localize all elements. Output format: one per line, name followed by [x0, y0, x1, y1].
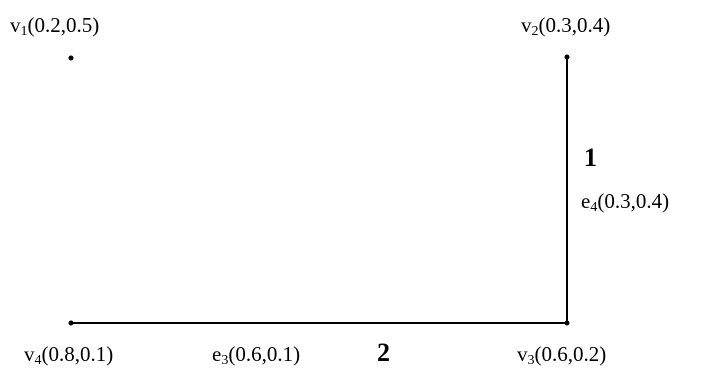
vertex-v3-values: (0.6,0.2): [534, 342, 607, 366]
vertex-v1-name: v: [10, 13, 21, 37]
vertex-v2-dot: [564, 54, 570, 60]
vertex-v2-name: v: [521, 13, 532, 37]
edge-e4-values: (0.3,0.4): [597, 189, 670, 213]
vertex-v2-index: 2: [531, 24, 539, 39]
vertex-v3-dot: [564, 320, 570, 326]
edge-e3-index: 3: [221, 353, 229, 368]
vertex-v1-label: v1(0.2,0.5): [10, 13, 100, 39]
vertex-v4-name: v: [24, 342, 35, 366]
edge-e3-values: (0.6,0.1): [228, 342, 301, 366]
vertex-v1-dot: [68, 55, 74, 61]
edge-e3-weight: 2: [377, 338, 390, 367]
vertex-v1-index: 1: [20, 24, 28, 39]
vertex-v2-label: v2(0.3,0.4): [521, 13, 611, 39]
vertex-v4-dot: [68, 320, 74, 326]
vertex-v2-values: (0.3,0.4): [538, 13, 611, 37]
vertex-v4-values: (0.8,0.1): [41, 342, 114, 366]
vertex-v3-name: v: [517, 342, 528, 366]
edge-e3-label: e3(0.6,0.1): [212, 342, 301, 368]
vertex-v4-label: v4(0.8,0.1): [24, 342, 114, 368]
edge-e4-name: e: [581, 189, 591, 213]
vertex-v4-index: 4: [34, 353, 42, 368]
edge-e4-weight: 1: [584, 143, 597, 172]
edge-e4-index: 4: [590, 200, 598, 215]
vertex-v3-index: 3: [527, 353, 535, 368]
vertex-v3-label: v3(0.6,0.2): [517, 342, 607, 368]
edge-e4-label: e4(0.3,0.4): [581, 189, 670, 215]
vertex-v1-values: (0.2,0.5): [27, 13, 100, 37]
edge-e3-name: e: [212, 342, 222, 366]
